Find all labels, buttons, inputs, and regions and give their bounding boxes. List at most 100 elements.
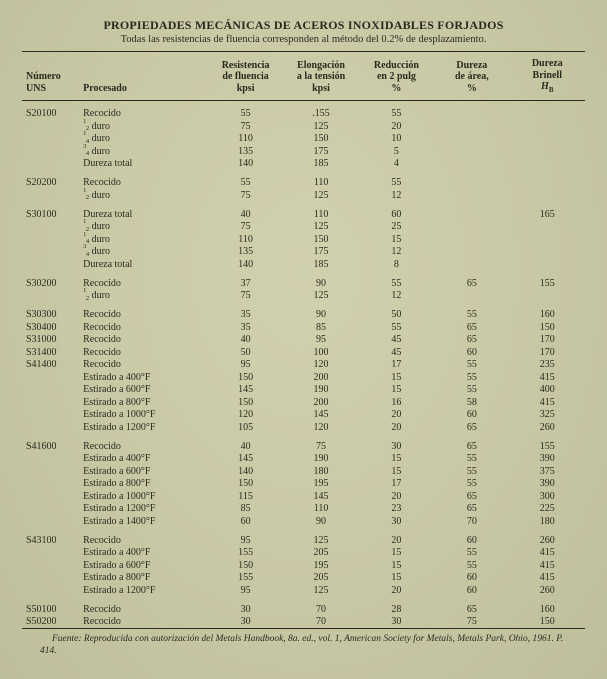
- cell-value: 55: [434, 453, 509, 466]
- cell-value: 20: [359, 490, 434, 503]
- cell-value: [510, 246, 585, 259]
- cell-value: 115: [208, 490, 283, 503]
- cell-value: 105: [208, 421, 283, 434]
- cell-value: 65: [434, 271, 509, 290]
- cell-value: 40: [208, 434, 283, 453]
- cell-uns: [22, 120, 81, 133]
- cell-value: 150: [208, 371, 283, 384]
- cell-value: 150: [208, 559, 283, 572]
- cell-proc: Estirado a 600°F: [81, 465, 208, 478]
- cell-value: 55: [359, 101, 434, 120]
- cell-value: [510, 145, 585, 158]
- cell-value: [434, 233, 509, 246]
- cell-value: 65: [434, 321, 509, 334]
- table-row: Estirado a 600°F1501951555415: [22, 559, 585, 572]
- cell-value: 150: [283, 233, 358, 246]
- cell-value: 55: [359, 170, 434, 189]
- cell-proc: Dureza total: [81, 202, 208, 221]
- cell-value: [434, 189, 509, 202]
- cell-value: 30: [359, 434, 434, 453]
- cell-value: 70: [434, 515, 509, 528]
- cell-value: 85: [208, 503, 283, 516]
- table-row: Estirado a 400°F1502001555415: [22, 371, 585, 384]
- cell-value: 175: [283, 145, 358, 158]
- cell-proc: Estirado a 1200°F: [81, 584, 208, 597]
- cell-value: 260: [510, 421, 585, 434]
- cell-uns: S41400: [22, 359, 81, 372]
- cell-proc: Estirado a 1400°F: [81, 515, 208, 528]
- table-row: S50100Recocido30702865160: [22, 597, 585, 616]
- cell-value: 90: [283, 302, 358, 321]
- cell-value: 415: [510, 547, 585, 560]
- cell-value: 12: [359, 189, 434, 202]
- cell-value: 170: [510, 346, 585, 359]
- cell-value: 35: [208, 302, 283, 321]
- cell-proc: Estirado a 400°F: [81, 453, 208, 466]
- cell-proc: 14 duro: [81, 233, 208, 246]
- cell-value: 155: [510, 434, 585, 453]
- table-row: Estirado a 800°F1552051560415: [22, 572, 585, 585]
- cell-value: 55: [434, 547, 509, 560]
- properties-table: NúmeroUNS Procesado Resistenciade fluenc…: [22, 52, 585, 628]
- table-row: Estirado a 600°F1451901555400: [22, 384, 585, 397]
- table-row: Estirado a 1000°F1151452065300: [22, 490, 585, 503]
- cell-value: 65: [434, 490, 509, 503]
- cell-value: 90: [283, 271, 358, 290]
- cell-value: 4: [359, 158, 434, 171]
- cell-value: 8: [359, 258, 434, 271]
- cell-uns: [22, 421, 81, 434]
- cell-uns: [22, 559, 81, 572]
- cell-value: 15: [359, 465, 434, 478]
- header-row: NúmeroUNS Procesado Resistenciade fluenc…: [22, 52, 585, 100]
- cell-value: 30: [208, 616, 283, 629]
- cell-value: 95: [208, 528, 283, 547]
- cell-value: 55: [434, 359, 509, 372]
- cell-uns: [22, 246, 81, 259]
- cell-value: 175: [283, 246, 358, 259]
- cell-value: 55: [434, 302, 509, 321]
- cell-value: 110: [283, 503, 358, 516]
- fraction-quarter: 14: [83, 234, 89, 243]
- table-row: S41600Recocido40753065155: [22, 434, 585, 453]
- cell-proc: Recocido: [81, 359, 208, 372]
- cell-value: 55: [208, 170, 283, 189]
- cell-value: 415: [510, 396, 585, 409]
- cell-value: 135: [208, 246, 283, 259]
- cell-proc: 34 duro: [81, 246, 208, 259]
- cell-value: 20: [359, 528, 434, 547]
- cell-proc: 12 duro: [81, 290, 208, 303]
- col-brinell: Dureza Brinell HB: [510, 52, 585, 100]
- cell-value: 85: [283, 321, 358, 334]
- cell-value: 155: [510, 271, 585, 290]
- cell-value: 15: [359, 453, 434, 466]
- cell-value: [434, 221, 509, 234]
- fraction-quarter: 14: [83, 133, 89, 142]
- cell-value: [434, 145, 509, 158]
- cell-proc: Recocido: [81, 597, 208, 616]
- table-row: 12 duro7512512: [22, 189, 585, 202]
- cell-value: [510, 290, 585, 303]
- table-row: 12 duro7512512: [22, 290, 585, 303]
- table-row: Estirado a 400°F1552051555415: [22, 547, 585, 560]
- cell-value: 110: [283, 170, 358, 189]
- cell-value: 160: [510, 302, 585, 321]
- cell-value: 150: [510, 616, 585, 629]
- cell-value: 55: [434, 371, 509, 384]
- cell-proc: Estirado a 600°F: [81, 384, 208, 397]
- cell-value: 60: [359, 202, 434, 221]
- cell-value: [434, 290, 509, 303]
- cell-value: [510, 233, 585, 246]
- cell-uns: S50100: [22, 597, 81, 616]
- cell-uns: [22, 490, 81, 503]
- cell-value: 75: [208, 290, 283, 303]
- cell-proc: Recocido: [81, 170, 208, 189]
- cell-value: 20: [359, 409, 434, 422]
- table-row: 34 duro1351755: [22, 145, 585, 158]
- cell-value: .155: [283, 101, 358, 120]
- col-uns: NúmeroUNS: [22, 52, 81, 100]
- cell-value: 190: [283, 453, 358, 466]
- cell-value: 170: [510, 334, 585, 347]
- cell-value: 150: [283, 133, 358, 146]
- cell-proc: Estirado a 1000°F: [81, 409, 208, 422]
- cell-value: 150: [208, 396, 283, 409]
